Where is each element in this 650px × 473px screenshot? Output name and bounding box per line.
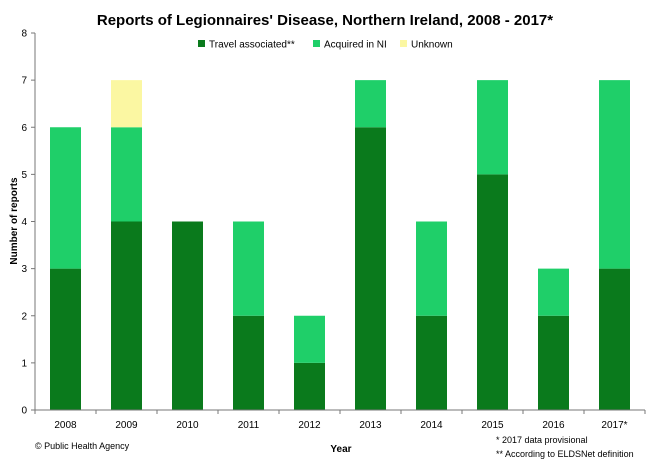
- chart-legend: Travel associated** Acquired in NI Unknown: [198, 40, 453, 51]
- x-tick-label: 2017*: [601, 420, 627, 431]
- bar-2016-series-0: [538, 315, 569, 410]
- bar-2011-series-0: [233, 315, 264, 410]
- y-tick-label: 0: [21, 406, 27, 417]
- x-tick-label: 2013: [359, 420, 382, 431]
- eldsnet-footnote: ** According to ELDSNet definition: [496, 449, 634, 459]
- x-axis-ticks: 2008 2009 2010 2011 2012 2013 2014 2015 2016 2017…: [34, 410, 646, 431]
- x-tick-label: 2012: [298, 420, 321, 431]
- bar-2009-series-0: [111, 221, 142, 410]
- y-axis-title: Number of reports: [9, 177, 20, 265]
- bar-2012-series-1: [294, 315, 325, 363]
- bar-2016-series-1: [538, 268, 569, 316]
- y-tick-label: 4: [21, 217, 27, 228]
- y-tick-label: 2: [21, 311, 27, 322]
- bar-group: [50, 80, 630, 410]
- legend-label: Unknown: [411, 40, 453, 51]
- bar-2008-series-1: [50, 127, 81, 269]
- y-tick-label: 3: [21, 264, 27, 275]
- chart-title: Reports of Legionnaires' Disease, Northe…: [97, 12, 553, 29]
- bar-2014-series-0: [416, 315, 447, 410]
- legend-label: Travel associated**: [209, 40, 295, 51]
- x-tick-label: 2009: [115, 420, 138, 431]
- legend-swatch: [198, 40, 205, 47]
- x-tick-label: 2010: [176, 420, 199, 431]
- bar-2011-series-1: [233, 221, 264, 316]
- y-axis-ticks: 0 1 2 3 4 5 6 7 8: [21, 29, 35, 417]
- bar-2013-series-0: [355, 127, 386, 410]
- bar-2015-series-1: [477, 80, 508, 175]
- bar-2009-series-1: [111, 127, 142, 222]
- y-tick-label: 6: [21, 123, 27, 134]
- x-tick-label: 2014: [420, 420, 443, 431]
- bar-2015-series-0: [477, 174, 508, 410]
- x-tick-label: 2008: [54, 420, 77, 431]
- x-tick-label: 2015: [481, 420, 504, 431]
- x-tick-label: 2011: [238, 420, 260, 431]
- bar-2013-series-1: [355, 80, 386, 128]
- bar-2017-series-0: [599, 268, 630, 410]
- bar-2017-series-1: [599, 80, 630, 269]
- y-tick-label: 5: [21, 170, 27, 181]
- source-note: © Public Health Agency: [35, 441, 130, 451]
- bar-2014-series-1: [416, 221, 447, 316]
- bar-2012-series-0: [294, 362, 325, 410]
- bar-2010-series-0: [172, 221, 203, 410]
- bar-2008-series-0: [50, 268, 81, 410]
- provisional-footnote: * 2017 data provisional: [496, 435, 588, 445]
- y-tick-label: 1: [21, 358, 27, 369]
- x-axis-title: Year: [330, 444, 351, 455]
- bar-2009-series-2: [111, 80, 142, 128]
- y-tick-label: 8: [21, 29, 27, 40]
- y-tick-label: 7: [21, 76, 27, 87]
- x-tick-label: 2016: [542, 420, 565, 431]
- legend-swatch: [400, 40, 407, 47]
- legend-label: Acquired in NI: [324, 40, 387, 51]
- legend-swatch: [313, 40, 320, 47]
